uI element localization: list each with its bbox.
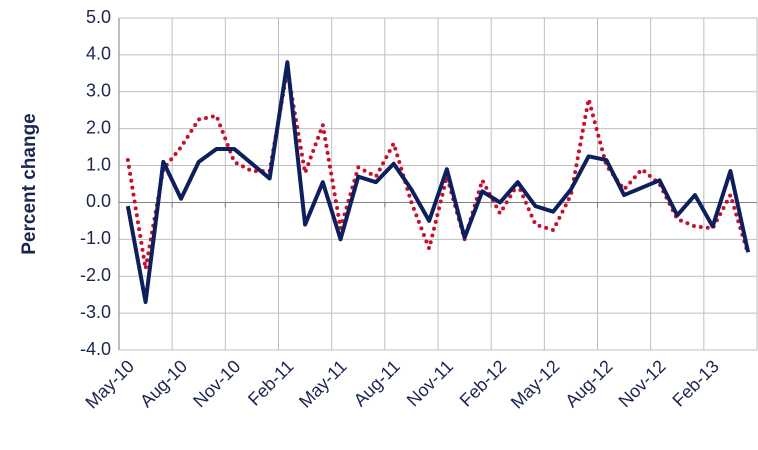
series-line [125,67,751,271]
x-tick-label: May-12 [507,356,564,413]
y-tick-label: 1.0 [86,154,111,174]
x-tick-label: Feb-12 [456,356,510,410]
x-tick-label: Nov-10 [189,356,244,411]
y-tick-label: 3.0 [86,81,111,101]
y-tick-label: -4.0 [80,339,111,359]
y-tick-label: -2.0 [80,265,111,285]
x-tick-label: May-10 [81,356,138,413]
x-tick-label: Feb-13 [668,356,722,410]
y-tick-label: 0.0 [86,191,111,211]
x-tick-label: Nov-11 [403,356,457,410]
x-tick-label: Aug-11 [350,356,404,410]
y-tick-label: 2.0 [86,117,111,137]
x-tick-label: Feb-11 [244,356,298,410]
y-tick-label: -1.0 [80,228,111,248]
x-tick-label: Aug-10 [136,356,191,411]
x-tick-label: Nov-12 [615,356,670,411]
y-tick-label: 4.0 [86,44,111,64]
y-axis-label: Percent change [19,113,40,255]
x-tick-label: Aug-12 [561,356,616,411]
series-line [125,60,751,305]
y-tick-label: -3.0 [80,302,111,322]
y-tick-label: 5.0 [86,7,111,27]
x-tick-label: May-11 [295,356,351,412]
